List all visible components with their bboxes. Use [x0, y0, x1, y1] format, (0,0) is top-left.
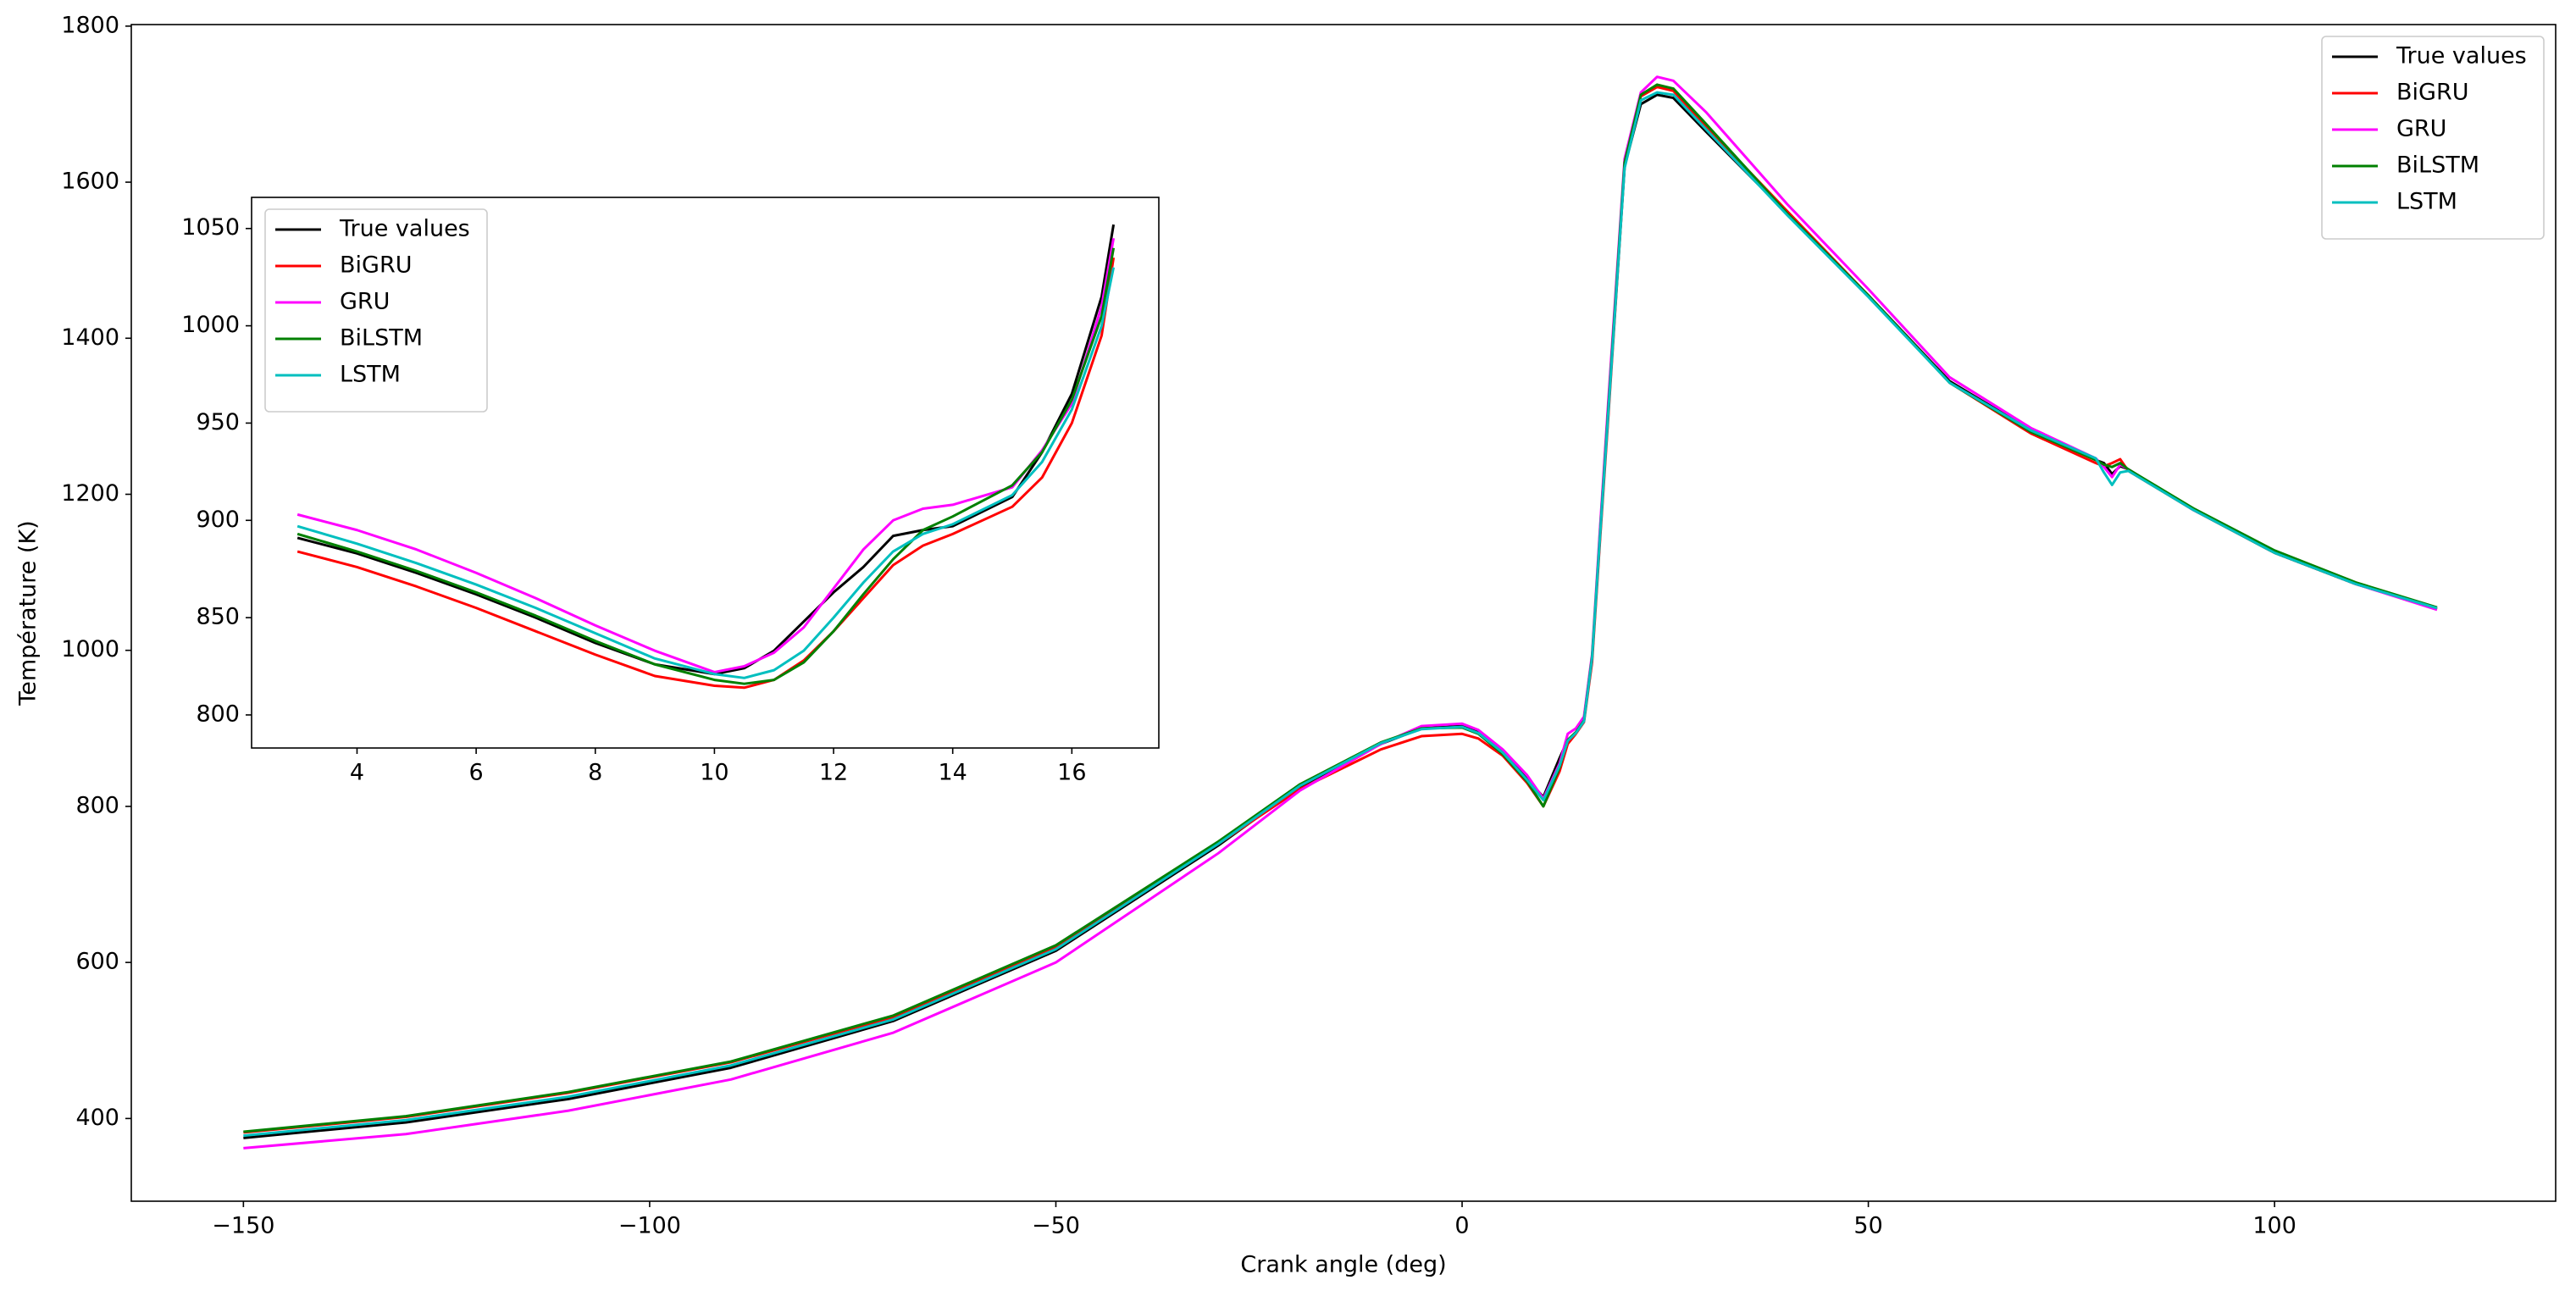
x-tick-label: 14 [939, 760, 967, 786]
y-tick-label: 1200 [61, 480, 119, 507]
x-tick-label: 6 [469, 760, 484, 786]
legend-label: BiGRU [340, 252, 412, 279]
y-tick-label: 850 [196, 604, 240, 630]
x-tick-label: 8 [588, 760, 602, 786]
x-tick-label: −100 [618, 1213, 681, 1239]
legend-label: LSTM [2396, 189, 2457, 215]
y-tick-label: 600 [75, 949, 119, 975]
x-tick-label: 0 [1454, 1213, 1469, 1239]
x-tick-label: 4 [350, 760, 364, 786]
y-tick-label: 800 [75, 792, 119, 818]
legend-label: BiLSTM [340, 325, 423, 352]
y-tick-label: 1050 [181, 214, 240, 241]
y-axis-label: Température (K) [15, 520, 42, 706]
x-tick-label: 12 [819, 760, 848, 786]
axes-frame [251, 197, 1160, 749]
legend-label: BiLSTM [2396, 152, 2479, 179]
legend-box [2321, 36, 2545, 240]
x-tick-label: 10 [700, 760, 728, 786]
x-tick-label: 16 [1057, 760, 1086, 786]
x-tick-label: −150 [212, 1213, 274, 1239]
y-tick-label: 1000 [181, 312, 240, 338]
x-tick-label: 50 [1853, 1213, 1882, 1239]
series-line [243, 91, 2438, 1138]
legend-label: True values [2396, 43, 2527, 69]
y-tick-label: 1400 [61, 324, 119, 351]
axes-frame [130, 24, 2557, 1202]
legend-label: GRU [340, 289, 390, 315]
y-tick-label: 950 [196, 409, 240, 435]
y-tick-label: 900 [196, 507, 240, 533]
x-tick-label: 100 [2252, 1213, 2296, 1239]
y-tick-label: 1600 [61, 169, 119, 195]
series-line [296, 257, 1116, 690]
x-axis-label: Crank angle (deg) [1240, 1252, 1446, 1278]
y-tick-label: 1800 [61, 12, 119, 38]
legend-label: True values [339, 216, 470, 242]
legend-label: BiGRU [2396, 80, 2468, 106]
x-tick-label: −50 [1032, 1213, 1080, 1239]
series-line [296, 267, 1116, 679]
y-tick-label: 800 [196, 701, 240, 727]
y-tick-label: 400 [75, 1105, 119, 1131]
series-line [296, 247, 1116, 685]
legend-label: GRU [2396, 116, 2446, 142]
series-line [296, 224, 1116, 676]
y-tick-label: 1000 [61, 636, 119, 662]
legend-label: LSTM [340, 362, 401, 388]
legend-box [264, 208, 488, 413]
